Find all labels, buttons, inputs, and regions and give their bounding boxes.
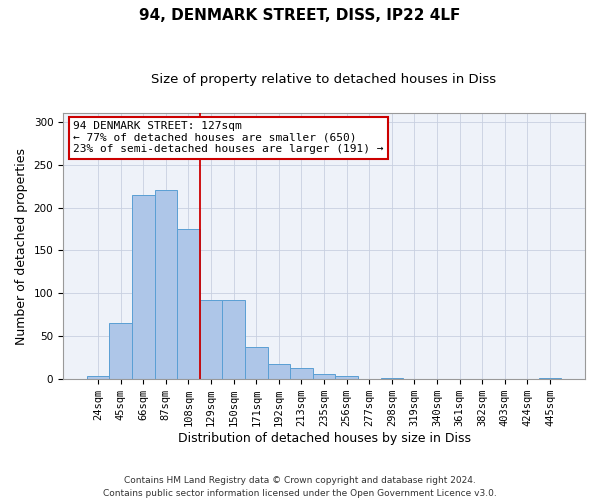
Bar xyxy=(380,378,403,379)
Bar xyxy=(200,300,223,379)
Title: Size of property relative to detached houses in Diss: Size of property relative to detached ho… xyxy=(151,72,497,86)
Bar xyxy=(132,196,155,379)
X-axis label: Distribution of detached houses by size in Diss: Distribution of detached houses by size … xyxy=(178,432,470,445)
Bar xyxy=(177,229,200,379)
Bar xyxy=(268,364,290,379)
Bar xyxy=(335,376,358,379)
Bar xyxy=(223,300,245,379)
Bar xyxy=(539,378,561,379)
Bar xyxy=(245,346,268,379)
Y-axis label: Number of detached properties: Number of detached properties xyxy=(15,148,28,344)
Bar xyxy=(87,376,109,379)
Text: 94 DENMARK STREET: 127sqm
← 77% of detached houses are smaller (650)
23% of semi: 94 DENMARK STREET: 127sqm ← 77% of detac… xyxy=(73,121,384,154)
Bar xyxy=(109,324,132,379)
Bar xyxy=(313,374,335,379)
Bar xyxy=(155,190,177,379)
Bar xyxy=(290,368,313,379)
Text: 94, DENMARK STREET, DISS, IP22 4LF: 94, DENMARK STREET, DISS, IP22 4LF xyxy=(139,8,461,22)
Text: Contains HM Land Registry data © Crown copyright and database right 2024.
Contai: Contains HM Land Registry data © Crown c… xyxy=(103,476,497,498)
